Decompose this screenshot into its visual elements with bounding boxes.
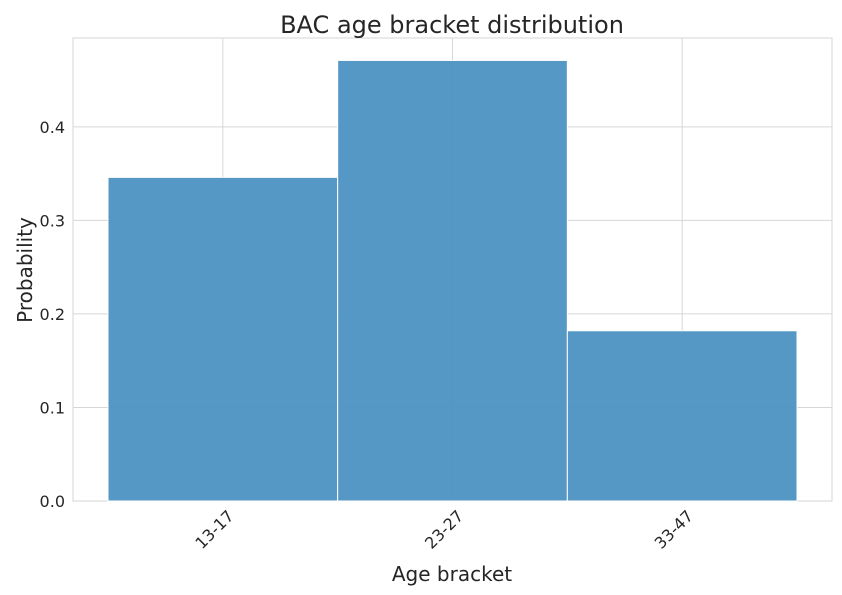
bars <box>107 59 798 502</box>
y-tick-label: 0.1 <box>40 398 65 417</box>
bar-33-47 <box>566 330 798 502</box>
x-tick-labels: 13-17 23-27 33-47 <box>191 506 697 552</box>
y-tick-label: 0.0 <box>40 492 65 511</box>
y-tick-label: 0.3 <box>40 211 65 230</box>
y-tick-label: 0.4 <box>40 118 65 137</box>
bar-23-27 <box>337 59 568 502</box>
x-tick-label: 13-17 <box>191 506 237 552</box>
x-tick-label: 23-27 <box>421 506 467 552</box>
x-tick-label: 33-47 <box>651 506 697 552</box>
x-axis-title: Age bracket <box>392 562 512 586</box>
bar-13-17 <box>107 176 339 502</box>
chart-title: BAC age bracket distribution <box>280 11 624 39</box>
y-tick-label: 0.2 <box>40 305 65 324</box>
y-tick-labels: 0.0 0.1 0.2 0.3 0.4 <box>40 118 65 511</box>
y-axis-title: Probability <box>13 217 37 323</box>
